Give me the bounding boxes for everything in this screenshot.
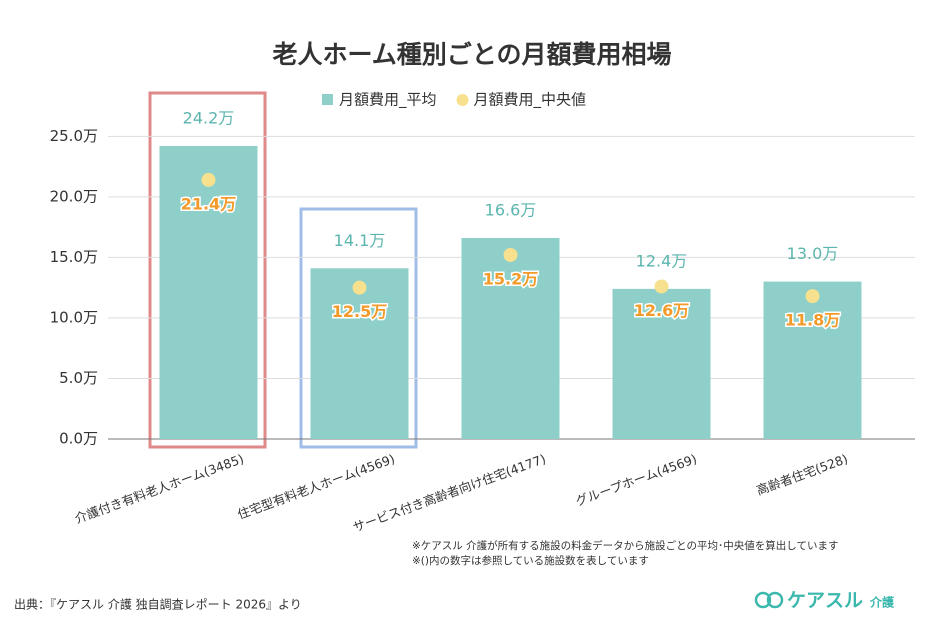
note: ※()内の数字は参照している施設数を表しています	[412, 554, 649, 567]
median-dot	[654, 279, 669, 294]
value-label: 13.0万	[787, 244, 839, 263]
value-label: 16.6万	[485, 201, 537, 220]
value-label: 24.2万	[183, 109, 235, 128]
bar	[310, 268, 409, 439]
bar	[612, 288, 711, 439]
value-label: 12.4万	[636, 251, 688, 270]
y-tick-label: 15.0万	[50, 248, 98, 266]
y-tick-label: 10.0万	[50, 308, 98, 326]
legend-marker	[322, 94, 333, 105]
bar	[461, 238, 560, 439]
y-tick-label: 5.0万	[59, 369, 98, 387]
logo-icon	[766, 591, 784, 609]
logo-icon	[754, 591, 772, 609]
bar	[763, 281, 862, 439]
logo: ケアスル 介護	[754, 590, 895, 612]
y-tick-label: 25.0万	[50, 127, 98, 145]
median-dot	[805, 289, 820, 304]
y-tick-label: 0.0万	[59, 430, 98, 448]
logo-text: ケアスル	[787, 590, 863, 612]
x-tick-label: 高齢者住宅(528)	[754, 451, 849, 498]
value-label: 12.5万	[332, 302, 387, 321]
source: 出典：『ケアスル 介護 独自調査レポート 2026』より	[14, 597, 302, 612]
y-tick-label: 20.0万	[50, 187, 98, 205]
value-label: 12.6万	[634, 301, 689, 320]
logo-sub: 介護	[869, 595, 895, 610]
value-label: 21.4万	[181, 194, 236, 213]
median-dot	[201, 172, 216, 187]
median-dot	[503, 247, 518, 262]
x-tick-label: グループホーム(4569)	[573, 451, 698, 509]
x-tick-label: 介護付き有料老人ホーム(3485)	[73, 451, 246, 526]
note: ※ケアスル 介護が所有する施設の料金データから施設ごとの平均･中央値を算出してい…	[412, 539, 838, 552]
highlight-box	[148, 91, 267, 449]
median-dot	[352, 280, 367, 295]
bar	[159, 146, 258, 439]
value-label: 14.1万	[334, 231, 386, 250]
x-tick-label: 住宅型有料老人ホーム(4569)	[235, 451, 396, 522]
highlight-box	[299, 207, 418, 449]
legend-label: 月額費用_平均	[339, 91, 437, 110]
value-label: 15.2万	[483, 269, 538, 288]
chart-title: 老人ホーム種別ごとの月額費用相場	[272, 40, 671, 69]
legend-marker	[456, 94, 469, 106]
legend-label: 月額費用_中央値	[474, 91, 587, 110]
value-label: 11.8万	[785, 311, 840, 330]
